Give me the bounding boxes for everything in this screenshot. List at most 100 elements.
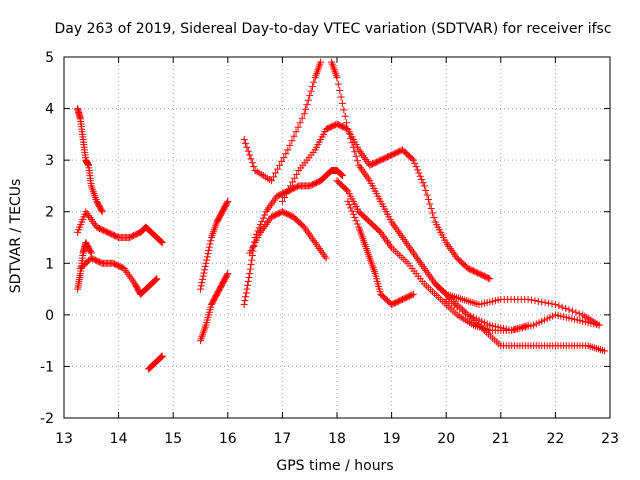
data-point-marker (337, 93, 345, 101)
data-point-marker (153, 275, 161, 283)
chart-title: Day 263 of 2019, Sidereal Day-to-day VTE… (54, 21, 611, 37)
data-point-marker (347, 134, 355, 142)
data-point-marker (307, 87, 315, 95)
series-track-e (145, 352, 166, 373)
series-track-i (246, 208, 330, 262)
y-tick-label: 0 (45, 308, 54, 324)
series-track-n (344, 197, 417, 309)
x-tick-label: 17 (273, 431, 291, 447)
data-point-marker (278, 197, 286, 205)
data-point-marker (205, 243, 213, 251)
y-tick-label: 5 (45, 50, 54, 66)
data-point-marker (430, 214, 438, 222)
data-point-marker (292, 128, 300, 136)
data-point-marker (353, 220, 361, 228)
data-point-marker (485, 274, 493, 282)
data-point-marker (282, 190, 290, 198)
data-point-marker (248, 256, 256, 264)
data-point-marker (246, 151, 254, 159)
data-point-marker (247, 261, 255, 269)
data-point-marker (595, 321, 603, 329)
data-point-marker (422, 186, 430, 194)
data-point-marker (412, 163, 420, 171)
data-point-marker (289, 178, 297, 186)
data-point-marker (294, 123, 302, 131)
data-point-marker (427, 204, 435, 212)
data-point-marker (409, 156, 417, 164)
y-axis-label: SDTVAR / TECUs (8, 179, 24, 294)
data-point-marker (418, 175, 426, 183)
data-point-marker (270, 173, 278, 181)
series-track-a (74, 105, 106, 216)
series-track-d (74, 239, 95, 293)
data-point-marker (338, 172, 346, 180)
data-point-marker (286, 141, 294, 149)
series-track-f (197, 197, 232, 293)
data-point-marker (337, 170, 345, 178)
data-point-marker (290, 132, 298, 140)
data-point-marker (245, 273, 253, 281)
data-point-marker (351, 214, 359, 222)
series-track-p (442, 295, 532, 334)
data-point-marker (538, 298, 546, 306)
y-tick-label: 3 (45, 153, 54, 169)
data-point-marker (87, 249, 95, 257)
data-point-marker (288, 137, 296, 145)
data-point-marker (242, 139, 250, 147)
data-point-marker (575, 310, 583, 318)
data-point-marker (152, 275, 160, 283)
data-point-marker (551, 301, 559, 309)
data-point-marker (242, 293, 250, 301)
x-tick-label: 18 (328, 431, 346, 447)
data-point-marker (198, 279, 206, 287)
data-point-marker (284, 146, 292, 154)
data-point-marker (246, 265, 254, 273)
data-point-marker (568, 307, 576, 315)
data-point-marker (349, 210, 357, 218)
data-point-marker (486, 275, 494, 283)
data-point-marker (338, 171, 346, 179)
data-point-marker (158, 352, 166, 360)
series-track-k (278, 120, 494, 283)
data-point-marker (258, 217, 266, 225)
data-point-marker (334, 80, 342, 88)
data-point-marker (201, 266, 209, 274)
data-point-marker (408, 155, 416, 163)
x-tick-label: 19 (383, 431, 401, 447)
data-point-marker (272, 169, 280, 177)
data-point-marker (528, 296, 536, 304)
data-point-marker (261, 211, 269, 219)
x-tick-label: 22 (546, 431, 564, 447)
data-point-marker (151, 276, 159, 284)
data-point-marker (524, 295, 532, 303)
data-point-marker (322, 254, 330, 262)
data-point-marker (244, 147, 252, 155)
y-tick-label: -2 (40, 411, 54, 427)
data-point-marker (293, 170, 301, 178)
data-point-marker (409, 290, 417, 298)
data-point-marker (308, 83, 316, 91)
data-point-marker (158, 238, 166, 246)
data-point-marker (344, 197, 352, 205)
data-point-marker (267, 177, 275, 185)
data-point-marker (341, 112, 349, 120)
data-point-marker (349, 143, 357, 151)
data-point-marker (207, 237, 215, 245)
data-point-marker (241, 297, 249, 305)
data-point-marker (534, 297, 542, 305)
data-point-marker (199, 275, 207, 283)
data-point-marker (200, 269, 208, 277)
data-point-marker (287, 182, 295, 190)
data-point-marker (296, 119, 304, 127)
data-point-marker (278, 157, 286, 165)
data-point-marker (203, 256, 211, 264)
plot-frame (63, 56, 611, 419)
data-point-marker (224, 197, 232, 205)
data-point-marker (420, 182, 428, 190)
data-point-marker (199, 272, 207, 280)
data-point-marker (601, 347, 609, 355)
data-point-marker (414, 166, 422, 174)
data-point-marker (202, 259, 210, 267)
